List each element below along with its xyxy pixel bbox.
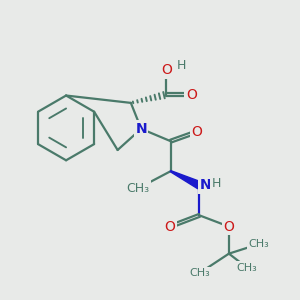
- Text: CH₃: CH₃: [189, 268, 210, 278]
- Text: CH₃: CH₃: [237, 263, 257, 273]
- Text: H: H: [212, 177, 221, 190]
- Text: N: N: [200, 178, 211, 192]
- Text: N: N: [135, 122, 147, 136]
- Text: CH₃: CH₃: [248, 239, 269, 249]
- Text: O: O: [161, 64, 172, 77]
- Text: O: O: [192, 125, 203, 139]
- Text: O: O: [186, 88, 197, 102]
- Text: CH₃: CH₃: [127, 182, 150, 195]
- Text: H: H: [177, 59, 186, 72]
- Text: O: O: [224, 220, 234, 234]
- Polygon shape: [170, 171, 201, 189]
- Text: O: O: [165, 220, 176, 234]
